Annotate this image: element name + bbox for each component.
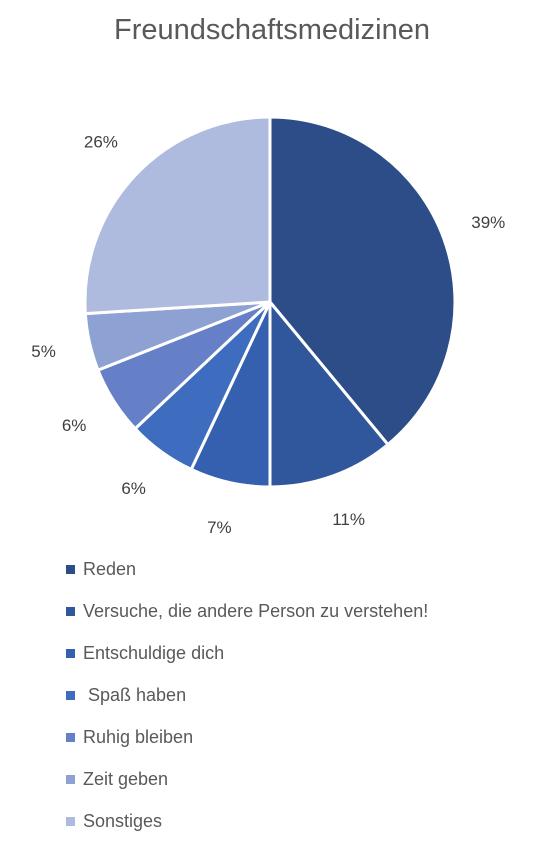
legend-label-4: Ruhig bleiben [83, 726, 194, 747]
legend-label-5: Zeit geben [83, 768, 169, 789]
pie-slice-0 [268, 115, 457, 447]
chart-legend: Reden Versuche, die andere Person zu vers… [66, 548, 428, 842]
pie-chart: 39% 11% 7% 6% 6% 5% 26% [31, 115, 505, 537]
legend-item-5: Zeit geben [66, 758, 428, 800]
legend-item-4: Ruhig bleiben [66, 716, 428, 758]
legend-swatch-0 [66, 564, 75, 574]
legend-label-1: Versuche, die andere Person zu verstehen… [83, 600, 429, 621]
data-label-6: 26% [84, 133, 118, 152]
data-label-4: 6% [62, 416, 87, 435]
data-label-2: 7% [207, 518, 232, 537]
legend-label-6: Sonstiges [83, 810, 163, 831]
legend-swatch-6 [66, 816, 75, 826]
legend-label-2: Entschuldige dich [83, 642, 225, 663]
data-label-5: 5% [31, 342, 56, 361]
pie-slice-6 [83, 115, 272, 316]
legend-swatch-2 [66, 648, 75, 658]
chart-title: Freundschaftsmedizinen [114, 14, 430, 46]
legend-label-3: Spaß haben [83, 684, 187, 705]
legend-swatch-1 [66, 606, 75, 616]
legend-item-3: Spaß haben [66, 674, 428, 716]
legend-label-0: Reden [83, 558, 137, 579]
data-label-0: 39% [471, 213, 505, 232]
legend-item-0: Reden [66, 548, 428, 590]
legend-swatch-5 [66, 774, 75, 784]
data-label-3: 6% [121, 479, 146, 498]
legend-swatch-3 [66, 690, 75, 700]
legend-swatch-4 [66, 732, 75, 742]
legend-item-1: Versuche, die andere Person zu verstehen… [66, 590, 428, 632]
pie-slice-1 [268, 300, 390, 489]
data-label-1: 11% [332, 510, 365, 529]
legend-item-6: Sonstiges [66, 800, 428, 842]
legend-item-2: Entschuldige dich [66, 632, 428, 674]
